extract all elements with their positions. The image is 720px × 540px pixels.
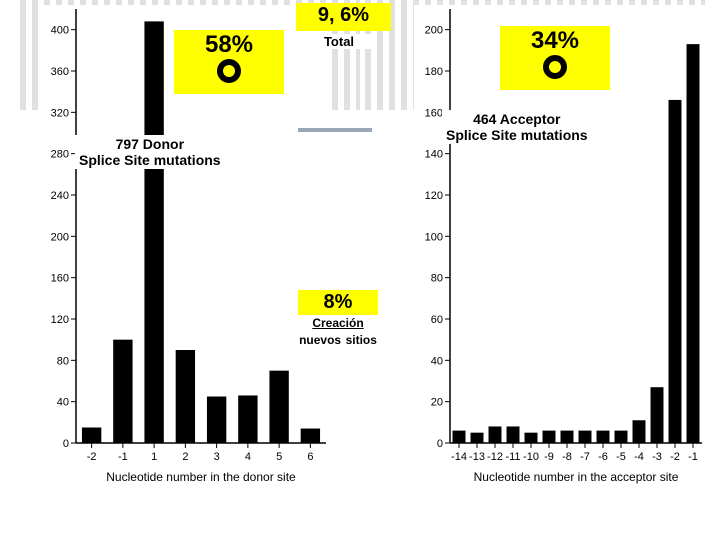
callout-8-line2: nuevos — [299, 333, 341, 347]
svg-text:40: 40 — [431, 355, 443, 367]
label-total-text: Total — [324, 34, 354, 49]
callout-34: 34% — [500, 26, 610, 90]
svg-text:80: 80 — [431, 273, 443, 285]
svg-text:80: 80 — [57, 355, 69, 367]
svg-text:-14: -14 — [451, 451, 467, 463]
svg-text:-11: -11 — [505, 451, 520, 463]
callout-8: 8% Creación nuevos sitios — [298, 290, 378, 349]
svg-text:240: 240 — [51, 190, 69, 202]
svg-text:-7: -7 — [580, 451, 590, 463]
svg-text:-1: -1 — [118, 451, 128, 463]
svg-text:Nucleotide number in the accep: Nucleotide number in the acceptor site — [474, 470, 679, 484]
svg-text:320: 320 — [51, 107, 69, 119]
callout-34-text: 34% — [500, 26, 610, 53]
svg-text:-4: -4 — [634, 451, 644, 463]
acceptor-chart-title: 464 AcceptorSplice Site mutations — [442, 110, 592, 144]
svg-text:6: 6 — [307, 451, 313, 463]
callout-8-percent: 8% — [298, 290, 378, 315]
svg-text:5: 5 — [276, 451, 282, 463]
svg-text:280: 280 — [51, 149, 69, 161]
svg-text:100: 100 — [425, 231, 443, 243]
svg-text:4: 4 — [245, 451, 251, 463]
svg-text:-9: -9 — [544, 451, 554, 463]
svg-text:3: 3 — [214, 451, 220, 463]
svg-text:-10: -10 — [523, 451, 539, 463]
svg-text:-2: -2 — [670, 451, 680, 463]
svg-text:120: 120 — [425, 190, 443, 202]
svg-text:20: 20 — [431, 397, 443, 409]
svg-text:0: 0 — [437, 438, 443, 450]
svg-text:0: 0 — [63, 438, 69, 450]
svg-text:-2: -2 — [87, 451, 97, 463]
donor-chart-title: 797 DonorSplice Site mutations — [75, 135, 225, 169]
svg-text:60: 60 — [431, 314, 443, 326]
svg-text:Nucleotide number in the donor: Nucleotide number in the donor site — [106, 470, 296, 484]
svg-text:160: 160 — [425, 107, 443, 119]
ring-icon — [543, 55, 567, 79]
svg-text:-3: -3 — [652, 451, 662, 463]
callout-58-text: 58% — [174, 30, 284, 57]
svg-text:120: 120 — [51, 314, 69, 326]
svg-text:-13: -13 — [469, 451, 485, 463]
ring-icon — [217, 59, 241, 83]
callout-top-percent: 9, 6% — [296, 3, 391, 31]
svg-text:200: 200 — [51, 231, 69, 243]
svg-text:2: 2 — [182, 451, 188, 463]
svg-text:400: 400 — [51, 25, 69, 37]
figure-root: 04080120160200240280320360400-2-1123456N… — [0, 0, 720, 540]
svg-text:-5: -5 — [616, 451, 626, 463]
svg-text:360: 360 — [51, 66, 69, 78]
callout-8-line3: sitios — [346, 333, 377, 347]
svg-text:200: 200 — [425, 25, 443, 37]
svg-text:1: 1 — [151, 451, 157, 463]
svg-text:-8: -8 — [562, 451, 572, 463]
svg-text:180: 180 — [425, 66, 443, 78]
svg-text:-1: -1 — [688, 451, 698, 463]
svg-text:-12: -12 — [487, 451, 503, 463]
callout-top-percent-text: 9, 6% — [296, 3, 391, 26]
callout-8-line1: Creación — [312, 316, 363, 330]
svg-text:140: 140 — [425, 149, 443, 161]
label-total: Total — [304, 34, 374, 49]
divider-line — [298, 128, 372, 132]
svg-text:40: 40 — [57, 397, 69, 409]
callout-58: 58% — [174, 30, 284, 94]
svg-text:-6: -6 — [598, 451, 608, 463]
svg-text:160: 160 — [51, 273, 69, 285]
